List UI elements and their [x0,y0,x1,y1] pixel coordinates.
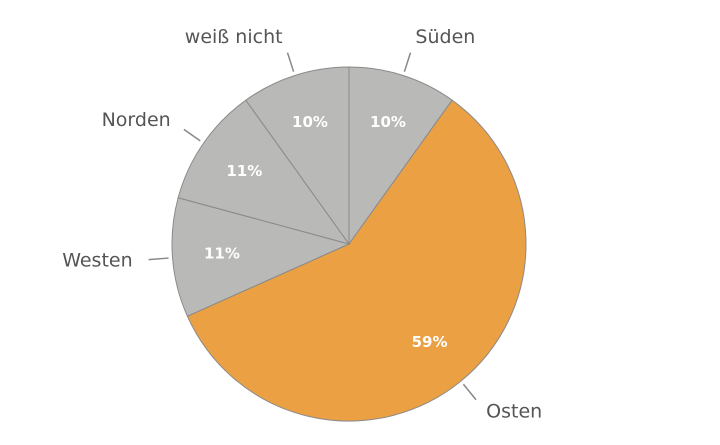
leader-line [462,383,477,401]
leader-line [286,52,295,72]
pie-slice [245,66,350,246]
value-label: 11% [204,244,240,262]
pie-slice [171,197,351,317]
category-label: Norden [102,109,171,131]
category-label: Süden [415,26,475,48]
leader-line [183,128,201,142]
category-label: Osten [486,401,542,423]
pie-slice [177,99,351,245]
value-label: 59% [412,333,448,351]
pie-slice [348,66,453,246]
pie-slice [186,99,527,422]
leader-line [148,257,169,261]
leader-line [403,52,412,72]
value-label: 10% [370,113,406,131]
value-label: 11% [226,162,262,180]
category-label: weiß nicht [185,26,283,48]
category-label: Westen [62,249,132,271]
value-label: 10% [292,113,328,131]
